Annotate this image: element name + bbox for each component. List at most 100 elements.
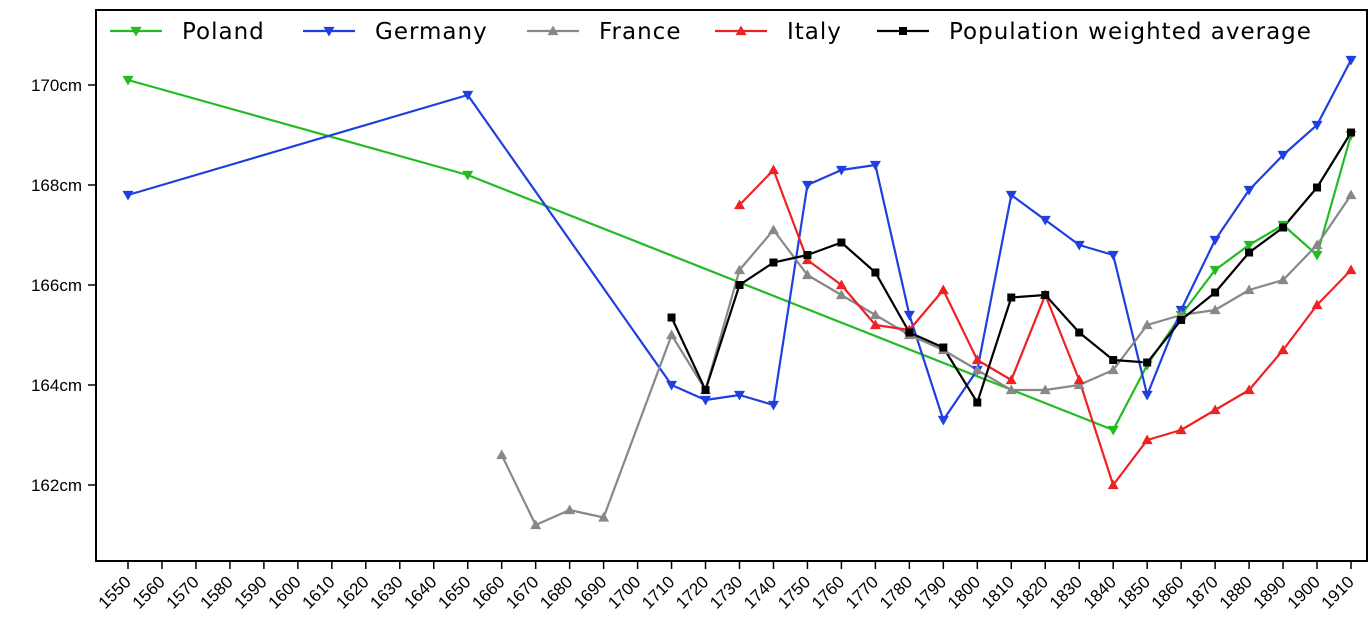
data-point-population-weighted-average-1750 xyxy=(803,251,812,259)
series-line-germany xyxy=(127,59,1352,422)
x-tick-label-1740: 1740 xyxy=(740,572,780,612)
x-tick-label-1810: 1810 xyxy=(978,572,1018,612)
data-point-france-1870 xyxy=(1209,304,1221,315)
x-tick-label-1760: 1760 xyxy=(808,572,848,612)
data-point-poland-1550 xyxy=(122,75,134,86)
x-tick-label-1820: 1820 xyxy=(1012,572,1052,612)
x-tick-label-1880: 1880 xyxy=(1216,572,1256,612)
data-point-france-1740 xyxy=(767,224,779,235)
data-point-italy-1800 xyxy=(971,354,983,365)
data-point-population-weighted-average-1840 xyxy=(1109,356,1118,364)
x-tick-label-1710: 1710 xyxy=(638,572,678,612)
x-tick-label-1690: 1690 xyxy=(570,572,610,612)
data-point-france-1830 xyxy=(1073,379,1085,390)
x-tick-label-1780: 1780 xyxy=(876,572,916,612)
data-point-italy-1730 xyxy=(734,199,745,210)
data-point-germany-1820 xyxy=(1039,215,1051,226)
data-point-france-1750 xyxy=(801,269,813,280)
series-markers xyxy=(122,55,1357,530)
data-point-france-1840 xyxy=(1107,364,1119,375)
x-tick-label-1550: 1550 xyxy=(95,572,135,612)
data-point-germany-1650 xyxy=(462,90,474,101)
y-tick-label-164: 164cm xyxy=(31,376,82,395)
data-point-france-1770 xyxy=(869,309,881,320)
x-tick-label-1570: 1570 xyxy=(163,572,203,612)
series-lines xyxy=(127,59,1353,527)
data-point-italy-1830 xyxy=(1073,374,1085,385)
y-tick-label-162: 162cm xyxy=(31,476,82,495)
data-point-poland-1900 xyxy=(1311,250,1323,261)
data-point-germany-1750 xyxy=(801,180,813,191)
data-point-germany-1790 xyxy=(937,415,949,426)
data-point-france-1880 xyxy=(1243,284,1255,295)
data-point-germany-1840 xyxy=(1107,250,1119,261)
x-tick-label-1890: 1890 xyxy=(1250,572,1290,612)
data-point-france-1910 xyxy=(1345,189,1357,200)
data-point-france-1690 xyxy=(598,512,610,522)
data-point-population-weighted-average-1780 xyxy=(905,328,914,337)
data-point-italy-1840 xyxy=(1107,479,1119,490)
data-point-germany-1880 xyxy=(1243,185,1255,196)
data-point-germany-1870 xyxy=(1209,235,1221,246)
x-tick-label-1620: 1620 xyxy=(332,572,372,612)
data-point-poland-1650 xyxy=(462,170,474,181)
data-point-population-weighted-average-1870 xyxy=(1211,288,1220,297)
y-tick-label-166: 166cm xyxy=(31,276,82,295)
data-point-poland-1870 xyxy=(1209,265,1221,276)
data-point-france-1850 xyxy=(1141,319,1153,330)
legend-marker-poland xyxy=(130,26,142,37)
plot-area-frame xyxy=(95,9,1368,562)
legend-label-population-weighted-average: Population weighted average xyxy=(949,19,1312,45)
x-tick-label-1670: 1670 xyxy=(502,572,542,612)
data-point-population-weighted-average-1830 xyxy=(1075,328,1084,337)
x-tick-label-1660: 1660 xyxy=(468,572,508,612)
data-point-germany-1910 xyxy=(1345,55,1357,66)
data-point-germany-1720 xyxy=(700,395,712,406)
x-tick-label-1630: 1630 xyxy=(366,572,406,612)
data-point-germany-1810 xyxy=(1005,190,1017,201)
data-point-population-weighted-average-1770 xyxy=(871,268,880,277)
data-point-italy-1890 xyxy=(1277,344,1289,355)
data-point-germany-1890 xyxy=(1277,150,1289,161)
x-tick-label-1860: 1860 xyxy=(1148,572,1188,612)
data-point-population-weighted-average-1800 xyxy=(973,398,982,407)
data-point-germany-1830 xyxy=(1073,240,1085,251)
data-point-population-weighted-average-1760 xyxy=(837,238,846,247)
data-point-italy-1900 xyxy=(1311,299,1323,310)
x-tick-label-1870: 1870 xyxy=(1182,572,1222,612)
x-tick-label-1910: 1910 xyxy=(1318,572,1358,612)
data-point-population-weighted-average-1910 xyxy=(1347,128,1355,137)
data-point-poland-1880 xyxy=(1243,240,1255,251)
data-point-france-1810 xyxy=(1005,384,1017,395)
data-point-germany-1760 xyxy=(835,165,847,176)
legend-label-germany: Germany xyxy=(375,19,488,45)
legend-label-poland: Poland xyxy=(182,19,265,45)
data-point-population-weighted-average-1710 xyxy=(667,313,676,322)
data-point-population-weighted-average-1900 xyxy=(1313,183,1322,192)
data-point-germany-1770 xyxy=(869,160,881,171)
x-tick-label-1590: 1590 xyxy=(231,572,271,612)
data-point-italy-1910 xyxy=(1345,264,1357,275)
data-point-population-weighted-average-1860 xyxy=(1177,316,1186,324)
data-point-france-1890 xyxy=(1277,274,1289,285)
data-point-france-1680 xyxy=(564,504,576,515)
x-tick-label-1650: 1650 xyxy=(434,572,474,612)
legend-marker-population-weighted-average xyxy=(899,27,907,35)
x-tick-label-1720: 1720 xyxy=(672,572,712,612)
legend-marker-italy xyxy=(735,25,747,36)
x-tick-label-1850: 1850 xyxy=(1114,572,1154,612)
data-point-germany-1710 xyxy=(666,380,678,391)
y-tick-label-170: 170cm xyxy=(31,76,82,95)
x-tick-label-1790: 1790 xyxy=(910,572,950,612)
data-point-population-weighted-average-1810 xyxy=(1007,293,1016,302)
data-point-france-1660 xyxy=(496,449,508,460)
x-tick-label-1680: 1680 xyxy=(536,572,576,612)
x-tick-label-1580: 1580 xyxy=(197,572,237,612)
x-tick-label-1750: 1750 xyxy=(774,572,814,612)
legend: Poland Germany France Italy Population weigh… xyxy=(110,19,1312,45)
x-tick-label-1560: 1560 xyxy=(129,572,169,612)
x-tick-label-1600: 1600 xyxy=(265,572,305,612)
x-tick-label-1840: 1840 xyxy=(1080,572,1120,612)
legend-marker-germany xyxy=(323,26,335,37)
